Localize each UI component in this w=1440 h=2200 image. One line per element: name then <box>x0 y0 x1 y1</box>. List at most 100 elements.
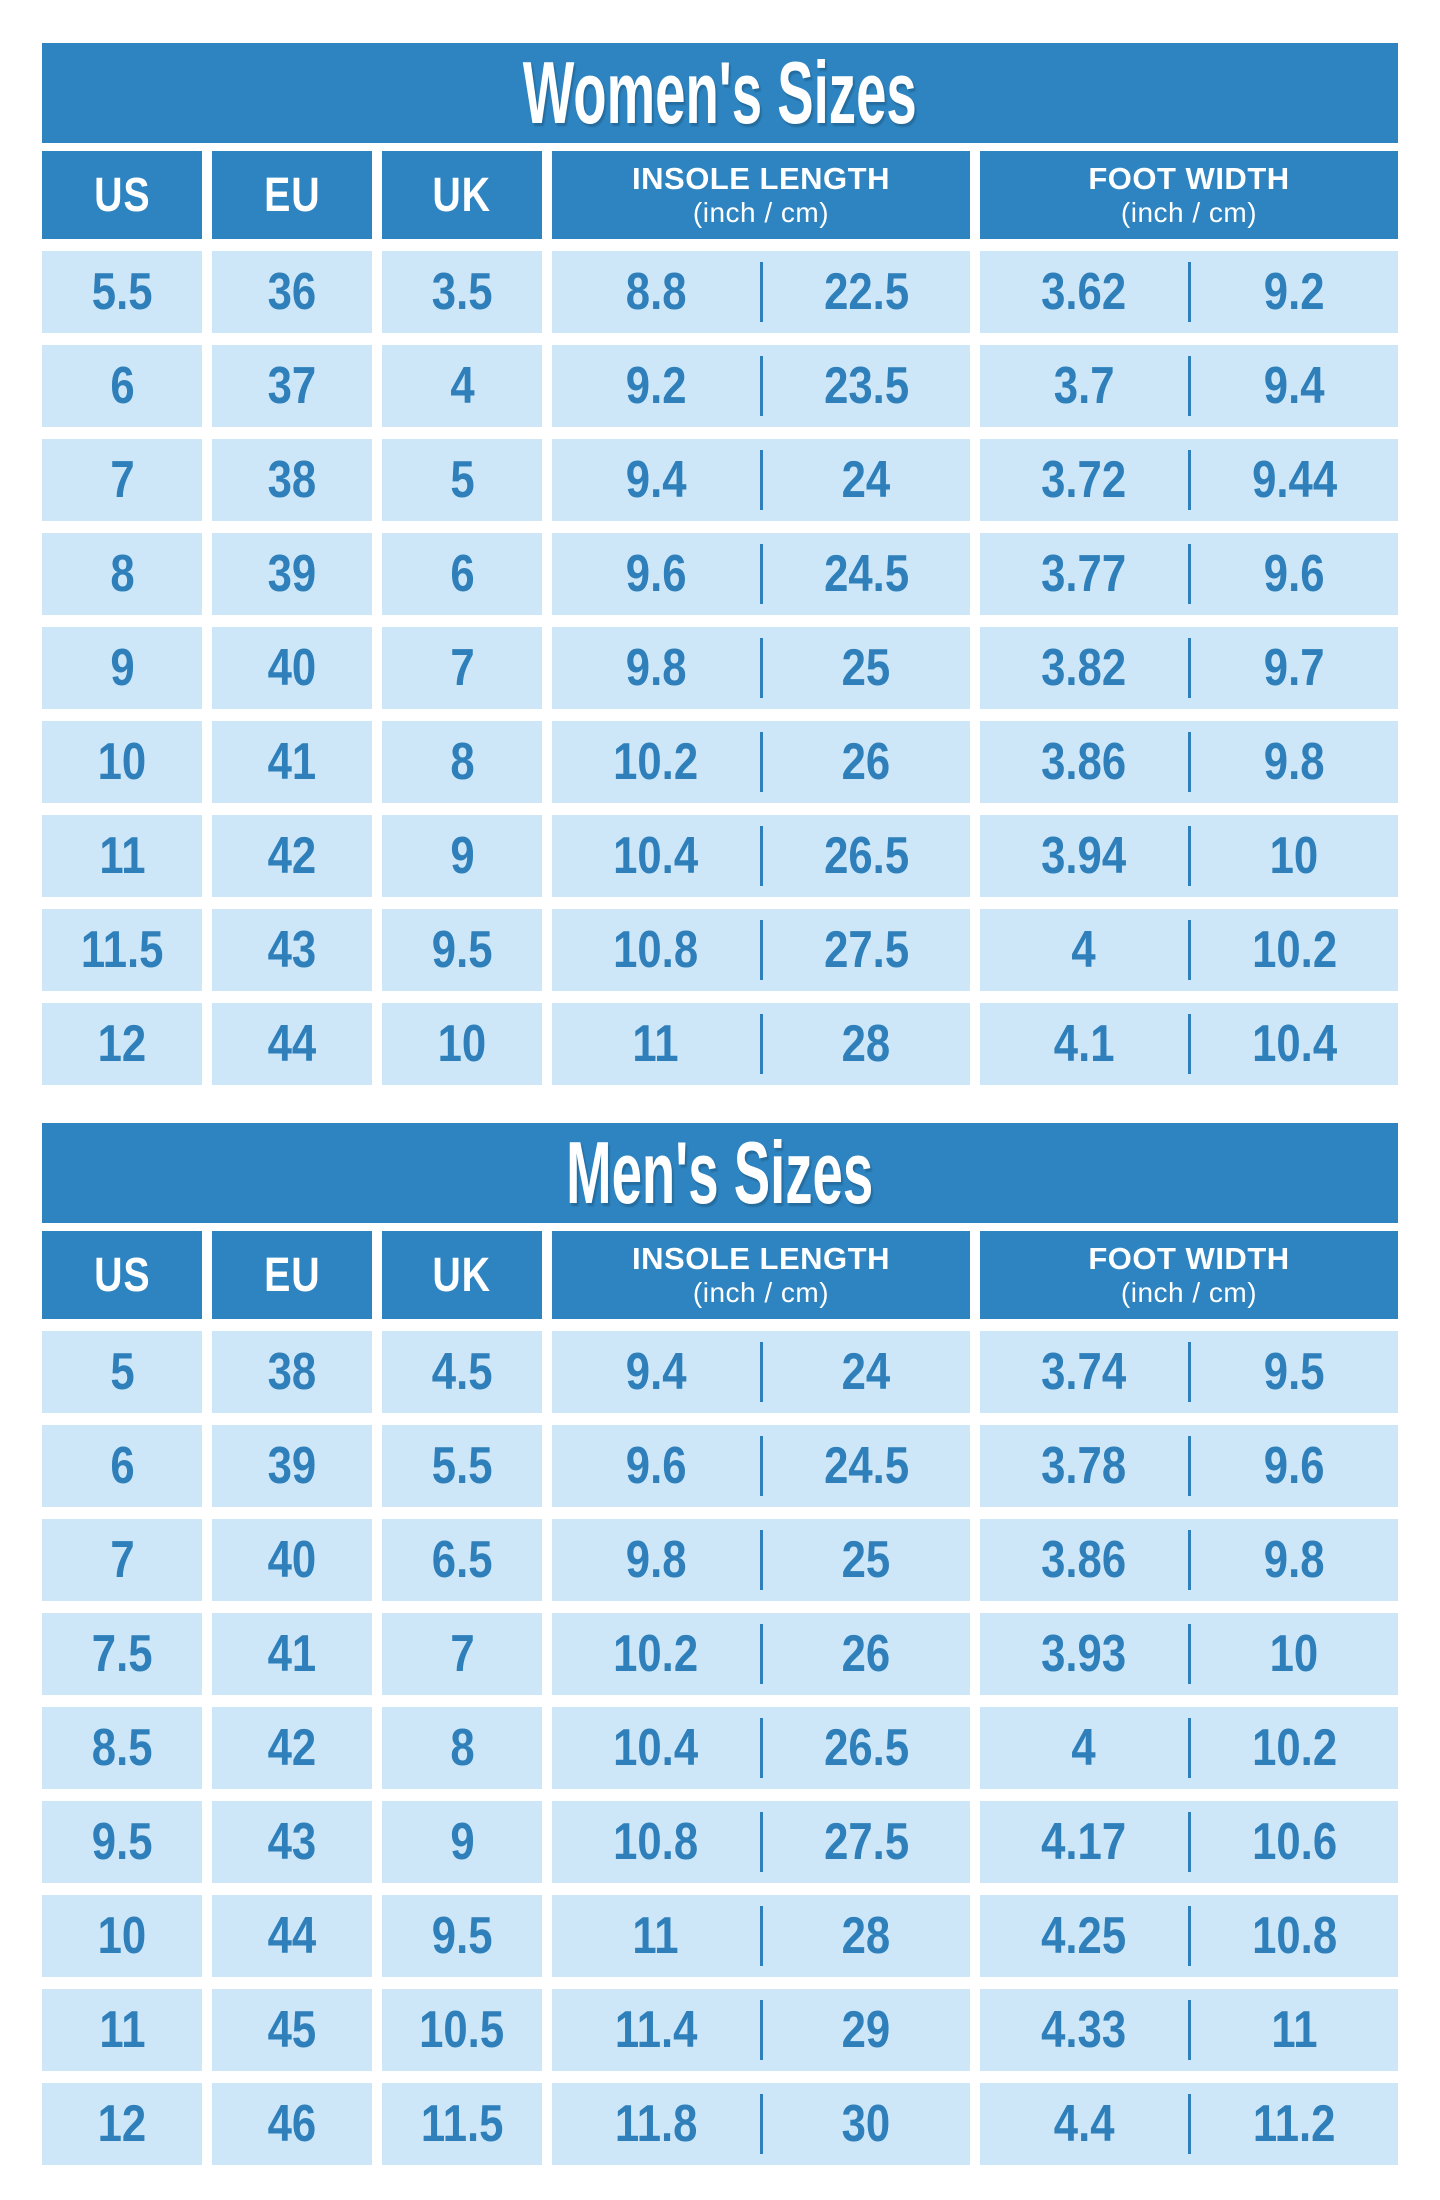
table-row: 8.5 42 8 10.4 26.5 4 10.2 <box>42 1707 1398 1789</box>
cm-value: 9.2 <box>1263 263 1325 321</box>
size-cell: 40 <box>212 627 372 709</box>
cell-divider <box>1187 638 1191 698</box>
cm-half: 26 <box>763 1624 971 1684</box>
cell-divider <box>1187 262 1191 322</box>
cm-value: 28 <box>841 1907 891 1965</box>
inch-value: 11 <box>632 1015 679 1073</box>
table-row: 8 39 6 9.6 24.5 3.77 9.6 <box>42 533 1398 615</box>
size-value: 40 <box>267 1531 317 1589</box>
cell-divider <box>1187 450 1191 510</box>
size-value: 36 <box>267 263 317 321</box>
size-cell: 9.5 <box>382 909 542 991</box>
measure-cell: 3.93 10 <box>980 1613 1398 1695</box>
inch-value: 9.4 <box>625 1343 687 1401</box>
size-value: 6 <box>449 545 475 603</box>
size-cell: 11.5 <box>382 2083 542 2165</box>
cm-half: 23.5 <box>763 356 971 416</box>
cm-half: 9.8 <box>1191 1530 1399 1590</box>
size-cell: 8 <box>382 721 542 803</box>
size-cell: 45 <box>212 1989 372 2071</box>
size-cell: 10.5 <box>382 1989 542 2071</box>
size-cell: 3.5 <box>382 251 542 333</box>
cm-value: 10.2 <box>1251 1719 1337 1777</box>
cm-value: 9.4 <box>1263 357 1325 415</box>
table-row: 5 38 4.5 9.4 24 3.74 9.5 <box>42 1331 1398 1413</box>
size-value: 11.5 <box>420 2095 504 2153</box>
measure-cell: 4.33 11 <box>980 1989 1398 2071</box>
cell-divider <box>759 1624 763 1684</box>
cell-divider <box>1187 1718 1191 1778</box>
cell-divider <box>759 826 763 886</box>
size-value: 4 <box>449 357 475 415</box>
size-cell: 12 <box>42 2083 202 2165</box>
inch-value: 3.82 <box>1041 639 1127 697</box>
size-value: 8 <box>449 733 475 791</box>
cm-value: 28 <box>841 1015 891 1073</box>
size-value: 12 <box>97 2095 147 2153</box>
size-cell: 10 <box>42 1895 202 1977</box>
measure-cell: 3.78 9.6 <box>980 1425 1398 1507</box>
size-cell: 4 <box>382 345 542 427</box>
inch-half: 4.4 <box>980 2094 1188 2154</box>
inch-value: 3.86 <box>1041 733 1127 791</box>
size-value: 11 <box>98 827 146 885</box>
inch-value: 3.7 <box>1053 357 1115 415</box>
cm-value: 24.5 <box>823 545 909 603</box>
cm-half: 29 <box>763 2000 971 2060</box>
size-cell: 5.5 <box>382 1425 542 1507</box>
inch-half: 4.1 <box>980 1014 1188 1074</box>
inch-value: 9.4 <box>625 451 687 509</box>
size-value: 12 <box>97 1015 147 1073</box>
women-title-bar: Women's Sizes <box>42 43 1398 143</box>
inch-half: 9.2 <box>552 356 760 416</box>
cell-divider <box>1187 2094 1191 2154</box>
cm-value: 27.5 <box>823 1813 909 1871</box>
inch-half: 9.4 <box>552 1342 760 1402</box>
cm-value: 11 <box>1271 2001 1318 2059</box>
size-value: 8.5 <box>91 1719 153 1777</box>
size-cell: 10 <box>382 1003 542 1085</box>
measure-cell: 4 10.2 <box>980 1707 1398 1789</box>
table-rows: 5.5 36 3.5 8.8 22.5 3.62 9.2 6 37 4 9.2 23.5… <box>42 251 1398 1085</box>
column-header-units: (inch / cm) <box>1120 1276 1258 1308</box>
inch-value: 3.94 <box>1041 827 1127 885</box>
column-header-units: (inch / cm) <box>692 1276 830 1308</box>
cm-half: 9.5 <box>1191 1342 1399 1402</box>
column-header: FOOT WIDTH (inch / cm) <box>980 151 1398 239</box>
size-cell: 6.5 <box>382 1519 542 1601</box>
cm-half: 26 <box>763 732 971 792</box>
size-value: 44 <box>267 1907 317 1965</box>
inch-half: 10.4 <box>552 1718 760 1778</box>
cell-divider <box>1187 356 1191 416</box>
cm-half: 11.2 <box>1191 2094 1399 2154</box>
size-value: 38 <box>267 451 317 509</box>
inch-value: 10.4 <box>613 827 699 885</box>
size-cell: 11.5 <box>42 909 202 991</box>
size-cell: 38 <box>212 439 372 521</box>
cm-half: 24.5 <box>763 544 971 604</box>
table-row: 6 37 4 9.2 23.5 3.7 9.4 <box>42 345 1398 427</box>
inch-half: 11.4 <box>552 2000 760 2060</box>
cm-half: 9.6 <box>1191 1436 1399 1496</box>
inch-half: 9.8 <box>552 638 760 698</box>
column-header: INSOLE LENGTH (inch / cm) <box>552 1231 970 1319</box>
size-value: 8 <box>449 1719 475 1777</box>
size-cell: 5.5 <box>42 251 202 333</box>
cell-divider <box>1187 920 1191 980</box>
inch-value: 3.93 <box>1041 1625 1127 1683</box>
cm-half: 24.5 <box>763 1436 971 1496</box>
cm-value: 9.6 <box>1263 545 1325 603</box>
inch-value: 10.2 <box>613 733 699 791</box>
measure-cell: 10.8 27.5 <box>552 1801 970 1883</box>
cell-divider <box>1187 1812 1191 1872</box>
size-cell: 44 <box>212 1895 372 1977</box>
cm-half: 26.5 <box>763 1718 971 1778</box>
column-header: UK <box>382 151 542 239</box>
cm-value: 10 <box>1269 1625 1319 1683</box>
size-value: 43 <box>267 1813 317 1871</box>
size-value: 4.5 <box>431 1343 493 1401</box>
size-value: 9 <box>449 1813 475 1871</box>
inch-half: 10.2 <box>552 732 760 792</box>
column-header: UK <box>382 1231 542 1319</box>
column-header-label: UK <box>432 1248 492 1302</box>
